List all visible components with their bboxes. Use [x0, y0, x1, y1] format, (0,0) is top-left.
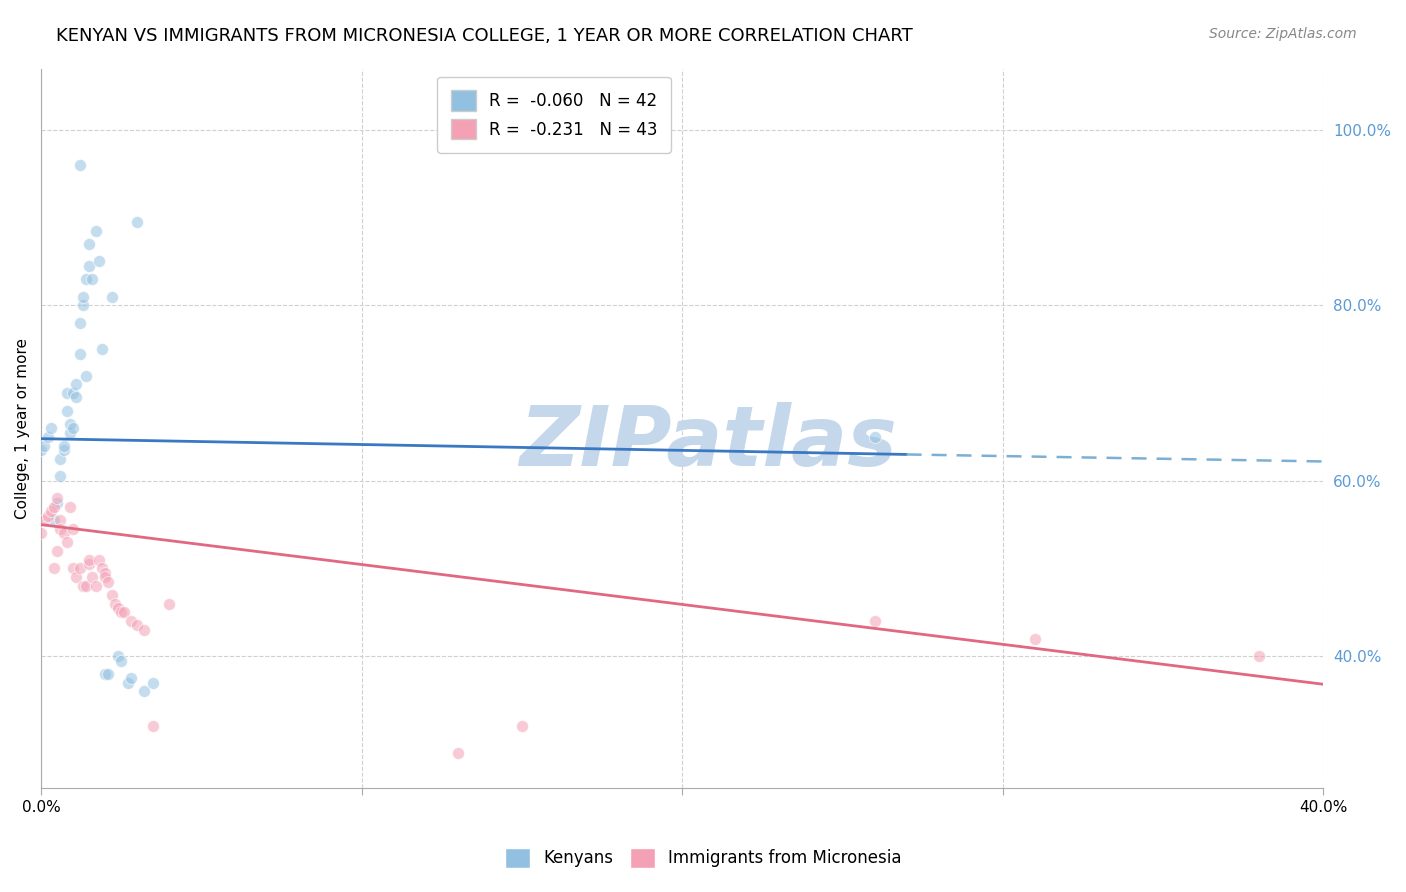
Point — [84, 224, 107, 238]
Point — [863, 614, 886, 628]
Point — [65, 570, 87, 584]
Point — [1249, 649, 1271, 664]
Point — [49, 469, 72, 483]
Point — [65, 377, 87, 392]
Point — [55, 403, 77, 417]
Point — [100, 289, 122, 303]
Point — [77, 552, 100, 566]
Point — [42, 513, 65, 527]
Point — [863, 430, 886, 444]
Point — [120, 614, 142, 628]
Point — [34, 513, 56, 527]
Point — [127, 618, 149, 632]
Point — [75, 579, 97, 593]
Point — [132, 684, 155, 698]
Point — [52, 439, 75, 453]
Point — [65, 391, 87, 405]
Point — [34, 439, 56, 453]
Legend: R =  -0.060   N = 42, R =  -0.231   N = 43: R = -0.060 N = 42, R = -0.231 N = 43 — [437, 77, 671, 153]
Point — [69, 316, 91, 330]
Point — [62, 421, 84, 435]
Point — [84, 579, 107, 593]
Point — [77, 236, 100, 251]
Point — [127, 215, 149, 229]
Point — [510, 719, 533, 733]
Point — [157, 597, 180, 611]
Point — [37, 508, 59, 523]
Point — [114, 605, 136, 619]
Point — [69, 346, 91, 360]
Point — [82, 570, 104, 584]
Point — [59, 500, 82, 514]
Point — [94, 566, 117, 580]
Point — [69, 158, 91, 172]
Point — [91, 561, 114, 575]
Point — [62, 522, 84, 536]
Point — [87, 552, 110, 566]
Point — [447, 746, 470, 760]
Point — [87, 254, 110, 268]
Point — [94, 666, 117, 681]
Point — [46, 496, 69, 510]
Point — [37, 430, 59, 444]
Point — [55, 386, 77, 401]
Point — [62, 386, 84, 401]
Point — [77, 259, 100, 273]
Point — [110, 605, 132, 619]
Point — [30, 443, 52, 458]
Text: Source: ZipAtlas.com: Source: ZipAtlas.com — [1209, 27, 1357, 41]
Point — [39, 504, 62, 518]
Point — [42, 561, 65, 575]
Point — [49, 522, 72, 536]
Point — [52, 443, 75, 458]
Point — [52, 526, 75, 541]
Point — [132, 623, 155, 637]
Point — [82, 272, 104, 286]
Legend: Kenyans, Immigrants from Micronesia: Kenyans, Immigrants from Micronesia — [498, 841, 908, 875]
Point — [46, 491, 69, 506]
Point — [117, 675, 139, 690]
Point — [75, 272, 97, 286]
Point — [72, 579, 94, 593]
Point — [39, 421, 62, 435]
Point — [1024, 632, 1046, 646]
Point — [142, 675, 165, 690]
Point — [62, 561, 84, 575]
Point — [120, 671, 142, 685]
Point — [59, 417, 82, 431]
Point — [107, 601, 129, 615]
Point — [107, 649, 129, 664]
Y-axis label: College, 1 year or more: College, 1 year or more — [15, 338, 30, 518]
Text: ZIPatlas: ZIPatlas — [519, 402, 897, 483]
Point — [69, 561, 91, 575]
Point — [49, 451, 72, 466]
Point — [75, 368, 97, 383]
Point — [97, 666, 120, 681]
Point — [77, 557, 100, 571]
Point — [30, 526, 52, 541]
Point — [72, 298, 94, 312]
Point — [72, 289, 94, 303]
Point — [55, 535, 77, 549]
Text: KENYAN VS IMMIGRANTS FROM MICRONESIA COLLEGE, 1 YEAR OR MORE CORRELATION CHART: KENYAN VS IMMIGRANTS FROM MICRONESIA COL… — [56, 27, 912, 45]
Point — [104, 597, 127, 611]
Point — [100, 588, 122, 602]
Point — [97, 574, 120, 589]
Point — [142, 719, 165, 733]
Point — [42, 500, 65, 514]
Point — [94, 570, 117, 584]
Point — [91, 342, 114, 356]
Point — [59, 425, 82, 440]
Point — [110, 654, 132, 668]
Point — [46, 544, 69, 558]
Point — [49, 513, 72, 527]
